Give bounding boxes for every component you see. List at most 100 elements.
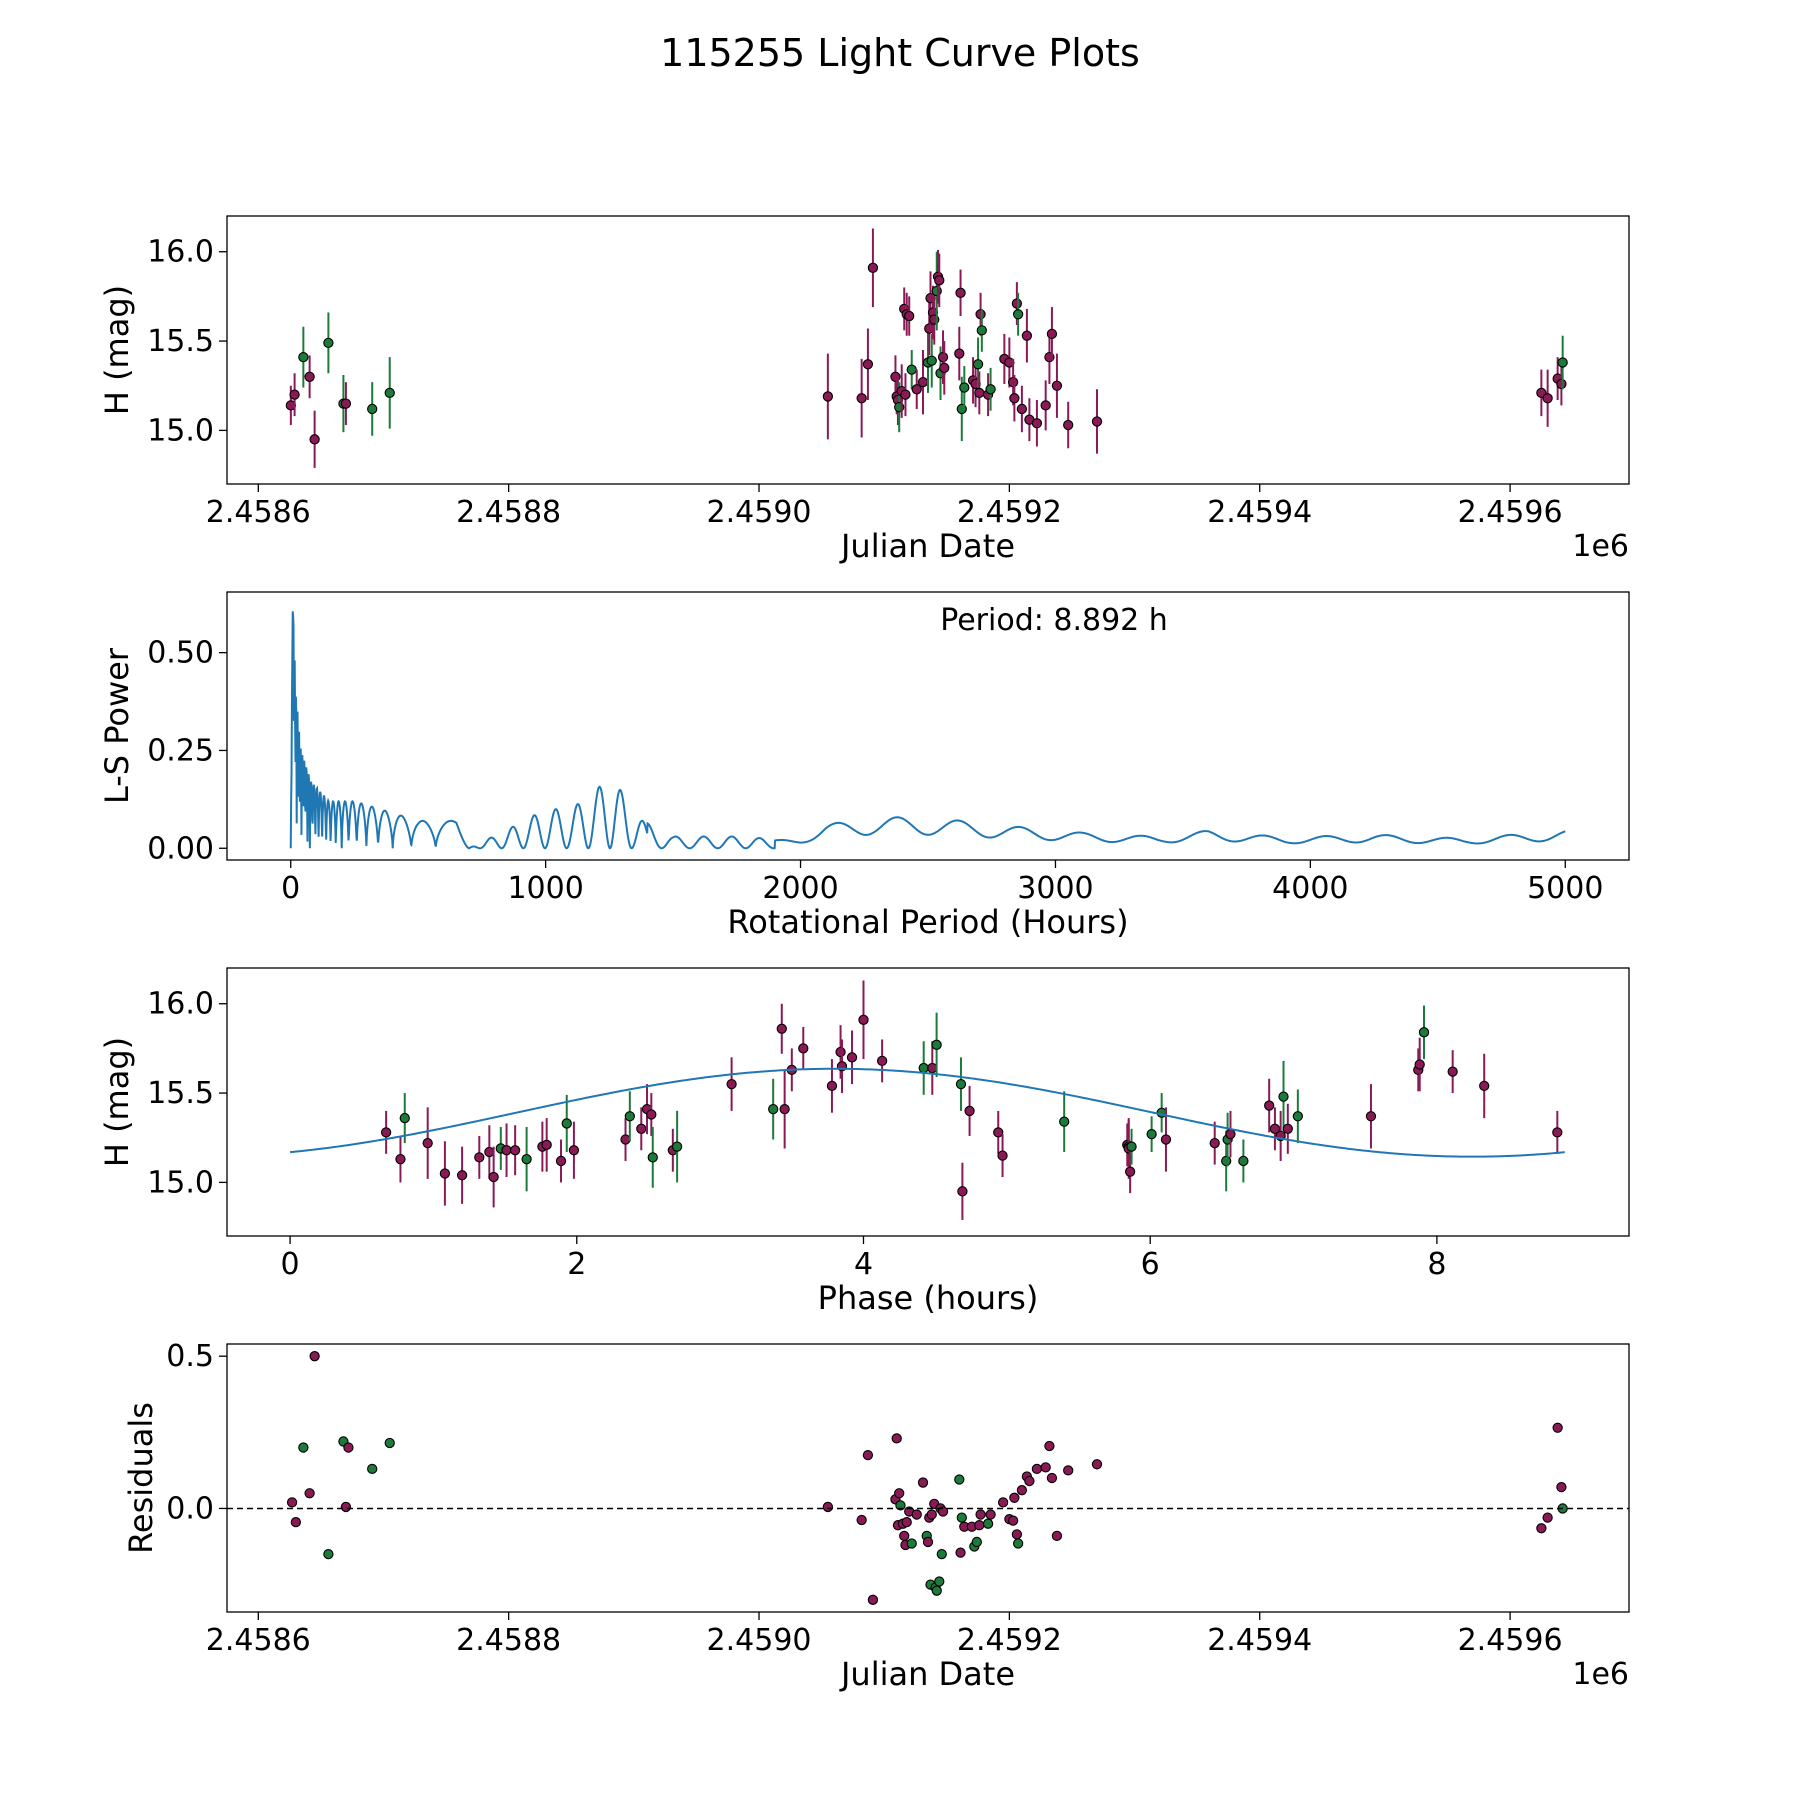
data-point bbox=[955, 1547, 966, 1558]
x-tick-label: 2.4586 bbox=[206, 1623, 311, 1658]
x-tick-label: 0 bbox=[281, 871, 300, 906]
data-point bbox=[1278, 1091, 1289, 1102]
data-point bbox=[1016, 403, 1028, 415]
data-point bbox=[456, 1170, 468, 1181]
residuals-offset-label: 1e6 bbox=[1572, 1657, 1629, 1692]
data-point bbox=[484, 1146, 495, 1158]
x-tick-label: 8 bbox=[1427, 1247, 1446, 1282]
data-point bbox=[985, 384, 996, 395]
data-point bbox=[899, 1530, 910, 1542]
light-curve-xlabel: Julian Date bbox=[839, 527, 1015, 565]
data-point bbox=[1031, 418, 1043, 429]
data-point bbox=[384, 387, 395, 399]
data-point bbox=[340, 398, 352, 409]
data-point bbox=[976, 325, 987, 336]
light-curve-ticks: 2.4586 2.4588 2.4590 2.4592 2.4594 2.4596 15.0… bbox=[147, 235, 1562, 530]
data-point bbox=[1160, 1134, 1172, 1145]
data-point bbox=[931, 1585, 942, 1596]
data-point bbox=[1414, 1059, 1425, 1070]
data-point bbox=[1542, 1512, 1553, 1523]
data-point bbox=[1009, 1492, 1020, 1503]
data-point bbox=[1091, 416, 1103, 427]
x-tick-label: 2.4596 bbox=[1458, 1623, 1563, 1658]
data-point bbox=[975, 309, 986, 320]
data-point bbox=[901, 1517, 912, 1528]
data-point bbox=[439, 1168, 451, 1179]
data-point bbox=[620, 1134, 631, 1145]
data-point bbox=[646, 1109, 657, 1120]
data-point bbox=[1238, 1155, 1249, 1167]
y-tick-label: 0.25 bbox=[147, 733, 214, 768]
data-point bbox=[997, 1497, 1009, 1508]
periodogram-data bbox=[289, 611, 1566, 850]
data-point bbox=[290, 1517, 301, 1528]
data-point bbox=[1479, 1080, 1490, 1092]
data-point bbox=[822, 391, 834, 402]
data-point bbox=[959, 382, 970, 393]
data-point bbox=[985, 1509, 996, 1520]
phase-curve-ticks: 0 2 4 6 8 15.0 15.5 16.0 bbox=[147, 987, 1446, 1282]
data-point bbox=[1012, 1538, 1024, 1549]
data-point bbox=[624, 1111, 635, 1122]
data-point bbox=[927, 1062, 938, 1074]
data-point bbox=[931, 1039, 942, 1050]
data-point bbox=[1046, 1472, 1058, 1484]
data-point bbox=[1063, 419, 1074, 431]
data-point bbox=[286, 1497, 298, 1508]
residuals-xlabel: Julian Date bbox=[839, 1655, 1015, 1693]
data-point bbox=[647, 1152, 658, 1163]
data-point bbox=[937, 351, 949, 363]
data-point bbox=[304, 1488, 315, 1499]
data-point bbox=[1007, 377, 1019, 388]
data-point bbox=[289, 389, 300, 400]
data-point bbox=[395, 1154, 406, 1165]
data-point bbox=[911, 1509, 922, 1520]
data-point bbox=[993, 1127, 1004, 1138]
data-point bbox=[1016, 1485, 1028, 1496]
x-tick-label: 4000 bbox=[1272, 871, 1348, 906]
x-tick-label: 4 bbox=[854, 1247, 873, 1282]
data-point bbox=[974, 387, 985, 399]
x-tick-label: 2.4596 bbox=[1458, 495, 1563, 530]
data-point bbox=[917, 377, 929, 388]
data-point bbox=[826, 1080, 838, 1092]
data-point bbox=[964, 1105, 975, 1117]
data-point bbox=[1552, 1127, 1563, 1138]
data-point bbox=[1542, 393, 1553, 404]
x-tick-label: 2.4592 bbox=[957, 495, 1062, 530]
panel-light-curve: 2.4586 2.4588 2.4590 2.4592 2.4594 2.4596 15.0… bbox=[98, 215, 1630, 565]
data-point bbox=[1221, 1155, 1232, 1167]
light-curve-data bbox=[285, 228, 1568, 468]
x-tick-label: 3000 bbox=[1017, 871, 1093, 906]
data-point bbox=[343, 1442, 354, 1453]
data-point bbox=[1051, 380, 1063, 391]
data-point bbox=[1040, 400, 1051, 411]
residuals-ylabel: Residuals bbox=[122, 1402, 160, 1554]
data-point bbox=[474, 1152, 485, 1163]
y-tick-label: 15.0 bbox=[147, 1165, 214, 1200]
data-point bbox=[997, 1150, 1008, 1161]
data-point bbox=[367, 1463, 378, 1475]
data-point bbox=[972, 359, 984, 370]
data-point bbox=[561, 1118, 572, 1129]
data-point bbox=[936, 1548, 947, 1560]
data-point bbox=[323, 1548, 334, 1560]
data-point bbox=[906, 1538, 917, 1549]
data-point bbox=[934, 1576, 945, 1587]
data-point bbox=[1365, 1111, 1377, 1122]
data-point bbox=[1146, 1129, 1157, 1140]
phase-curve-frame bbox=[226, 967, 1630, 1237]
data-point bbox=[917, 1477, 929, 1488]
data-point bbox=[568, 1145, 580, 1156]
data-point bbox=[768, 1103, 779, 1115]
y-tick-label: 0.5 bbox=[166, 1339, 214, 1374]
data-point bbox=[939, 362, 950, 374]
data-point bbox=[1046, 328, 1058, 340]
data-point bbox=[971, 1536, 982, 1548]
data-point bbox=[1091, 1459, 1103, 1470]
residuals-data bbox=[227, 1351, 1629, 1605]
periodogram-line bbox=[289, 611, 1566, 850]
panel-periodogram: 0 1000 2000 3000 4000 5000 0.00 0.25 0.50 Period… bbox=[98, 591, 1630, 941]
data-point bbox=[1209, 1137, 1220, 1149]
data-point bbox=[636, 1123, 647, 1134]
